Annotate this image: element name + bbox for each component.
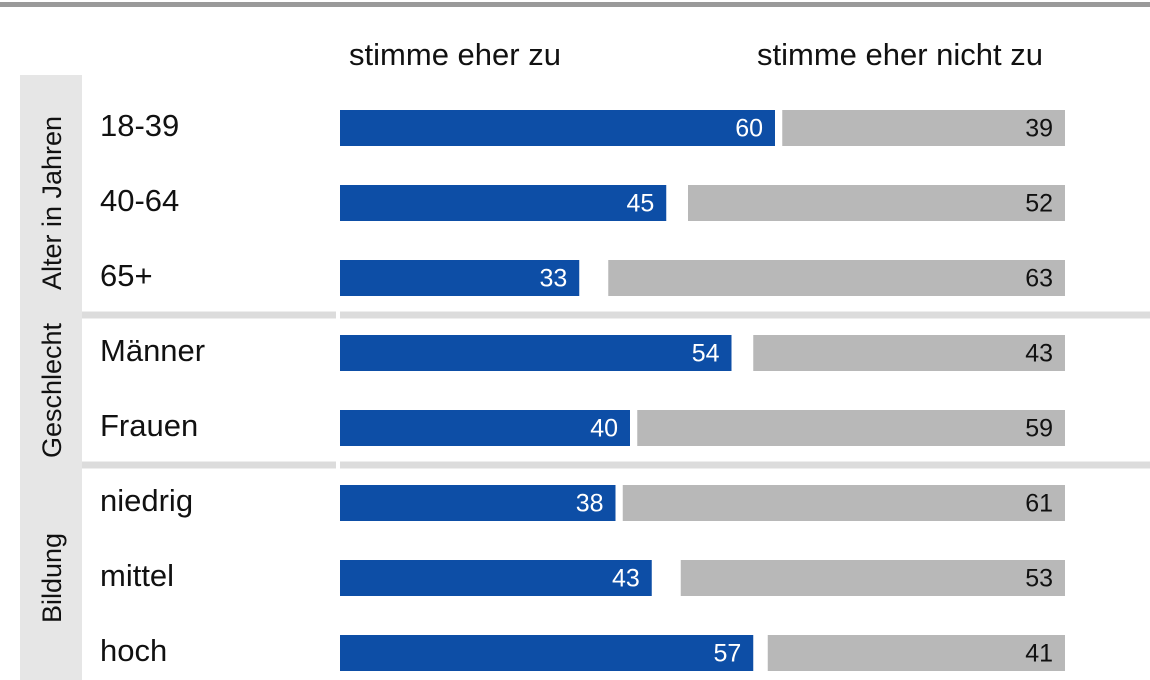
bar-disagree: [622, 485, 1065, 521]
value-label: 41: [1025, 640, 1053, 668]
value-label: 52: [1025, 190, 1053, 218]
group-label: Geschlecht: [37, 322, 67, 458]
separator: [82, 311, 336, 319]
bar-disagree: [767, 635, 1065, 671]
bar-agree: [340, 185, 667, 221]
bar-disagree: [688, 185, 1065, 221]
bar-agree: [340, 410, 630, 446]
top-rule: [0, 2, 1150, 7]
bar-disagree: [753, 335, 1065, 371]
value-label: 61: [1025, 490, 1053, 518]
group-column: [20, 75, 82, 680]
bar-agree: [340, 335, 732, 371]
separator: [15, 311, 20, 319]
value-label: 39: [1025, 115, 1053, 143]
bar-disagree: [680, 560, 1065, 596]
bar-disagree: [782, 110, 1065, 146]
category-label: 65+: [100, 258, 153, 293]
category-label: mittel: [100, 558, 174, 593]
value-label: 60: [735, 115, 763, 143]
separator: [340, 461, 1150, 469]
separator: [340, 311, 1150, 319]
value-label: 53: [1025, 565, 1053, 593]
bar-disagree: [608, 260, 1065, 296]
bar-agree: [340, 635, 754, 671]
bar-disagree: [637, 410, 1065, 446]
value-label: 33: [539, 265, 567, 293]
category-label: Frauen: [100, 408, 198, 443]
bar-agree: [340, 110, 775, 146]
value-label: 43: [612, 565, 640, 593]
value-label: 45: [626, 190, 654, 218]
separator: [82, 461, 336, 469]
category-label: 40-64: [100, 183, 179, 218]
category-label: niedrig: [100, 483, 193, 518]
bar-agree: [340, 260, 580, 296]
separator: [15, 461, 20, 469]
value-label: 63: [1025, 265, 1053, 293]
legend-header: stimme eher nicht zu: [757, 37, 1043, 72]
group-label: Alter in Jahren: [37, 116, 67, 290]
bar-agree: [340, 560, 652, 596]
bar-agree: [340, 485, 616, 521]
value-label: 43: [1025, 340, 1053, 368]
legend-header: stimme eher zu: [349, 37, 561, 72]
category-label: hoch: [100, 633, 167, 668]
category-label: Männer: [100, 333, 205, 368]
value-label: 40: [590, 415, 618, 443]
group-label: Bildung: [37, 533, 67, 623]
value-label: 38: [576, 490, 604, 518]
category-label: 18-39: [100, 108, 179, 143]
value-label: 54: [692, 340, 720, 368]
value-label: 59: [1025, 415, 1053, 443]
value-label: 57: [713, 640, 741, 668]
